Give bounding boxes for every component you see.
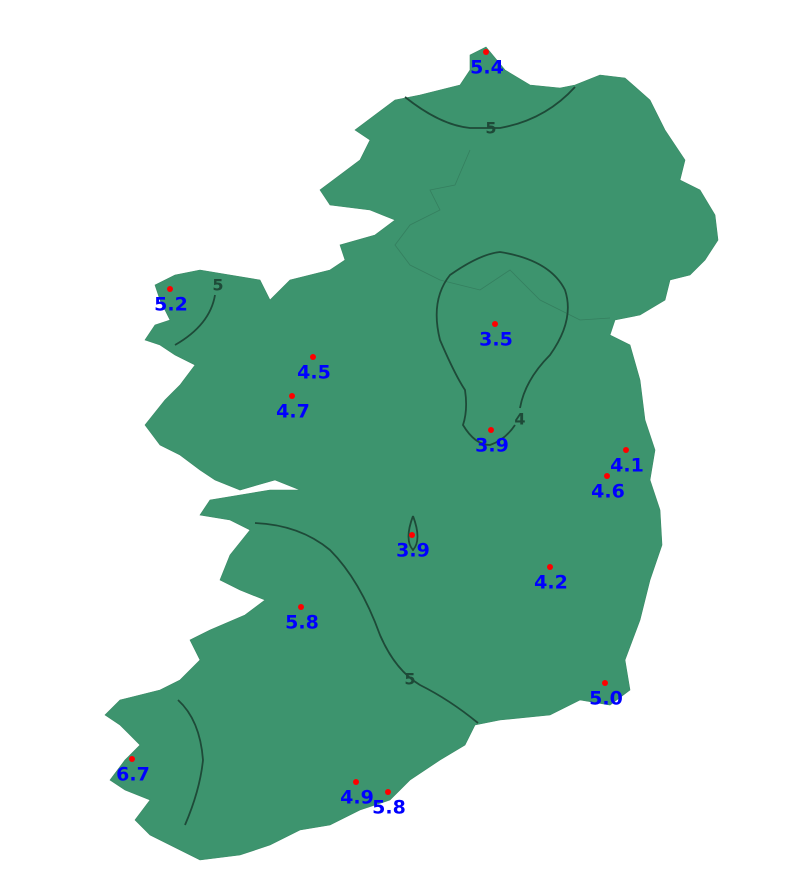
station-value-label: 4.9 xyxy=(340,787,374,809)
contour-lines: 5 4 5 5 xyxy=(174,86,576,826)
station-dot xyxy=(409,532,415,538)
station-marker: 3.9 xyxy=(475,427,509,457)
station-dot xyxy=(602,680,608,686)
station-dot xyxy=(492,321,498,327)
station-dot xyxy=(289,393,295,399)
station-marker: 6.7 xyxy=(116,756,150,786)
station-dot xyxy=(604,473,610,479)
station-value-label: 3.9 xyxy=(475,435,509,457)
contour-5-south xyxy=(254,522,479,724)
contour-label: 5 xyxy=(212,276,223,295)
station-marker: 5.8 xyxy=(372,789,406,819)
station-value-label: 6.7 xyxy=(116,764,150,786)
station-value-label: 5.8 xyxy=(372,797,406,819)
stations: 5.4 5.2 4.5 4.7 3.5 3.9 4.1 4.6 3.9 4.2 5.8 5.0 6.7 4… xyxy=(116,49,644,819)
ireland-landmass xyxy=(104,46,719,861)
station-value-label: 3.9 xyxy=(396,540,430,562)
station-value-label: 5.4 xyxy=(470,57,504,79)
northern-ireland-border xyxy=(394,149,611,321)
station-marker: 5.0 xyxy=(589,680,623,710)
station-value-label: 4.6 xyxy=(591,481,625,503)
station-marker: 5.4 xyxy=(470,49,504,79)
station-dot xyxy=(310,354,316,360)
contour-southwest xyxy=(177,699,204,826)
station-dot xyxy=(623,447,629,453)
contour-4-midlands xyxy=(407,515,419,552)
station-dot xyxy=(167,286,173,292)
station-dot xyxy=(385,789,391,795)
contour-label: 4 xyxy=(514,410,525,429)
station-value-label: 5.8 xyxy=(285,612,319,634)
station-value-label: 4.1 xyxy=(610,455,644,477)
station-value-label: 4.5 xyxy=(297,362,331,384)
station-dot xyxy=(483,49,489,55)
station-marker: 4.6 xyxy=(591,473,625,503)
contour-label: 5 xyxy=(485,119,496,138)
station-marker: 3.5 xyxy=(479,321,513,351)
station-value-label: 5.0 xyxy=(589,688,623,710)
station-marker: 4.5 xyxy=(297,354,331,384)
station-value-label: 3.5 xyxy=(479,329,513,351)
station-value-label: 5.2 xyxy=(154,294,188,316)
station-marker: 4.7 xyxy=(276,393,310,423)
station-dot xyxy=(298,604,304,610)
station-marker: 3.9 xyxy=(396,532,430,562)
station-dot xyxy=(488,427,494,433)
station-value-label: 4.2 xyxy=(534,572,568,594)
station-dot xyxy=(547,564,553,570)
station-marker: 4.1 xyxy=(610,447,644,477)
station-dot xyxy=(129,756,135,762)
station-marker: 4.2 xyxy=(534,564,568,594)
contour-5-west xyxy=(174,294,216,346)
contour-4-central xyxy=(435,251,569,446)
station-value-label: 4.7 xyxy=(276,401,310,423)
station-marker: 5.8 xyxy=(285,604,319,634)
station-marker: 5.2 xyxy=(154,286,188,316)
station-dot xyxy=(353,779,359,785)
contour-label: 5 xyxy=(404,670,415,689)
contour-5-north xyxy=(404,86,576,129)
station-marker: 4.9 xyxy=(340,779,374,809)
